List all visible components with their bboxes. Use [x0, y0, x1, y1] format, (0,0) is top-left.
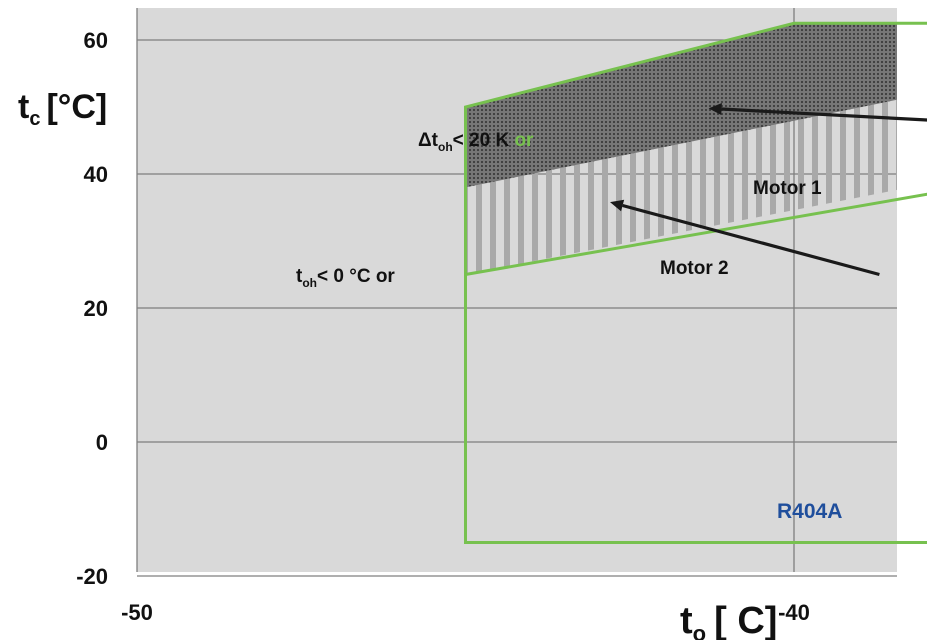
- y-tick-label: 40: [84, 162, 108, 187]
- dotted-region: [465, 23, 897, 188]
- annotation-motor2: Motor 2: [660, 258, 729, 279]
- regions: [465, 23, 897, 275]
- x-tick-label: -50: [121, 600, 153, 625]
- refrigerant-label: R404A: [777, 500, 842, 523]
- x-axis-label: to[ C]: [680, 600, 777, 640]
- envelope-outer: [464, 21, 927, 544]
- y-axis-label: tc [°C]: [18, 88, 107, 130]
- y-tick-label: 60: [84, 28, 108, 53]
- annotation-motor1: Motor 1: [753, 178, 822, 199]
- annotation-toh: toh< 0 °C or: [296, 266, 395, 290]
- x-tick-label: -40: [778, 600, 810, 625]
- arrow: [610, 199, 880, 277]
- y-tick-label: 20: [84, 296, 108, 321]
- annotation-delta-toh: Δtoh< 20 K or: [418, 130, 534, 154]
- y-tick-label: 0: [96, 430, 108, 455]
- arrows: [610, 103, 927, 277]
- envelope-lower-limit: [465, 192, 927, 276]
- hatched-region: [465, 99, 897, 275]
- y-tick-label: -20: [76, 564, 108, 589]
- arrow: [708, 103, 927, 122]
